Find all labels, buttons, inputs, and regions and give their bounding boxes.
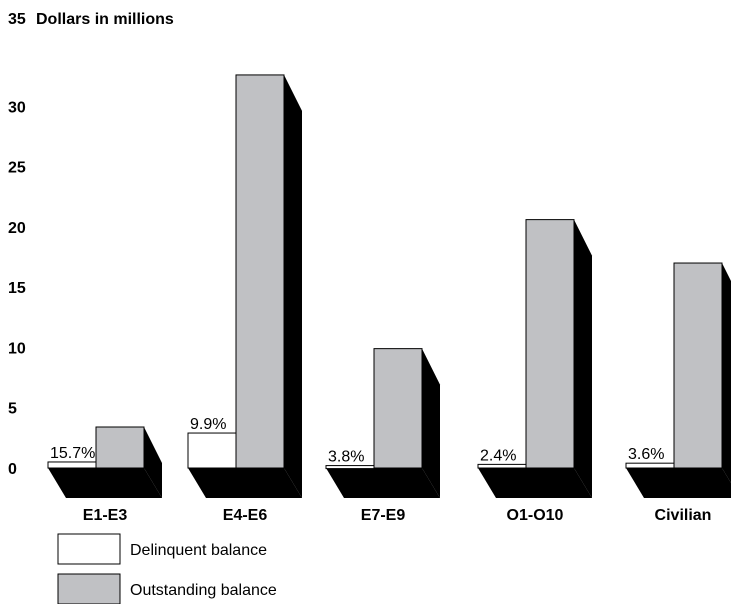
chart-labels: 15.7% E1-E3 9.9% E4-E6 3.8% E7-E9 2.4% O1-O10 3.… (50, 416, 711, 524)
outstanding-bar (95, 426, 145, 469)
delinquent-bar (187, 432, 237, 469)
outstanding-bar-side (144, 427, 162, 498)
outstanding-bar (373, 348, 423, 469)
bar-floor-shadow (626, 468, 731, 498)
outstanding-bar-side (284, 74, 302, 499)
outstanding-bar-side (574, 219, 592, 498)
category-label: E7-E9 (361, 507, 406, 524)
bar-floor-shadow (48, 468, 162, 498)
y-tick-label: 25 (8, 160, 26, 177)
legend-swatch-outstanding (57, 573, 121, 604)
bar-floor-shadow (478, 468, 592, 498)
legend-swatch-delinquent (57, 533, 121, 565)
legend-label-outstanding: Outstanding balance (130, 582, 277, 599)
delinquent-percent-label: 9.9% (190, 416, 226, 433)
outstanding-bar (525, 219, 575, 469)
bar-floor-shadow (188, 468, 302, 498)
y-tick-label: 20 (8, 220, 26, 237)
y-tick-label: 15 (8, 280, 26, 297)
bar-floor-shadow (326, 468, 440, 498)
y-tick-label: 10 (8, 340, 26, 357)
chart-floor (48, 468, 731, 498)
delinquent-bar (625, 462, 675, 469)
delinquent-bar (47, 461, 97, 469)
delinquent-percent-label: 3.8% (328, 449, 364, 466)
chart-bars (47, 74, 731, 499)
y-tick-label: 35 (8, 11, 26, 28)
delinquent-percent-label: 2.4% (480, 447, 516, 464)
outstanding-bar-side (422, 348, 440, 498)
legend: Delinquent balance Outstanding balance (57, 533, 277, 604)
y-axis-label: Dollars in millions (36, 11, 174, 28)
category-label: E1-E3 (83, 507, 128, 524)
y-tick-label: 0 (8, 461, 17, 478)
delinquent-percent-label: 15.7% (50, 445, 95, 462)
y-tick-label: 30 (8, 99, 26, 116)
category-label: O1-O10 (507, 507, 564, 524)
category-label: E4-E6 (223, 507, 268, 524)
y-tick-label: 5 (8, 401, 17, 418)
category-label: Civilian (655, 507, 712, 524)
delinquent-bar (477, 463, 527, 469)
legend-label-delinquent: Delinquent balance (130, 542, 267, 559)
outstanding-bar (673, 262, 723, 469)
outstanding-bar (235, 74, 285, 469)
delinquent-bar (325, 465, 375, 470)
outstanding-bar-side (722, 263, 731, 483)
delinquent-percent-label: 3.6% (628, 446, 664, 463)
y-axis: 0 5 10 15 20 25 30 35 (8, 11, 26, 478)
